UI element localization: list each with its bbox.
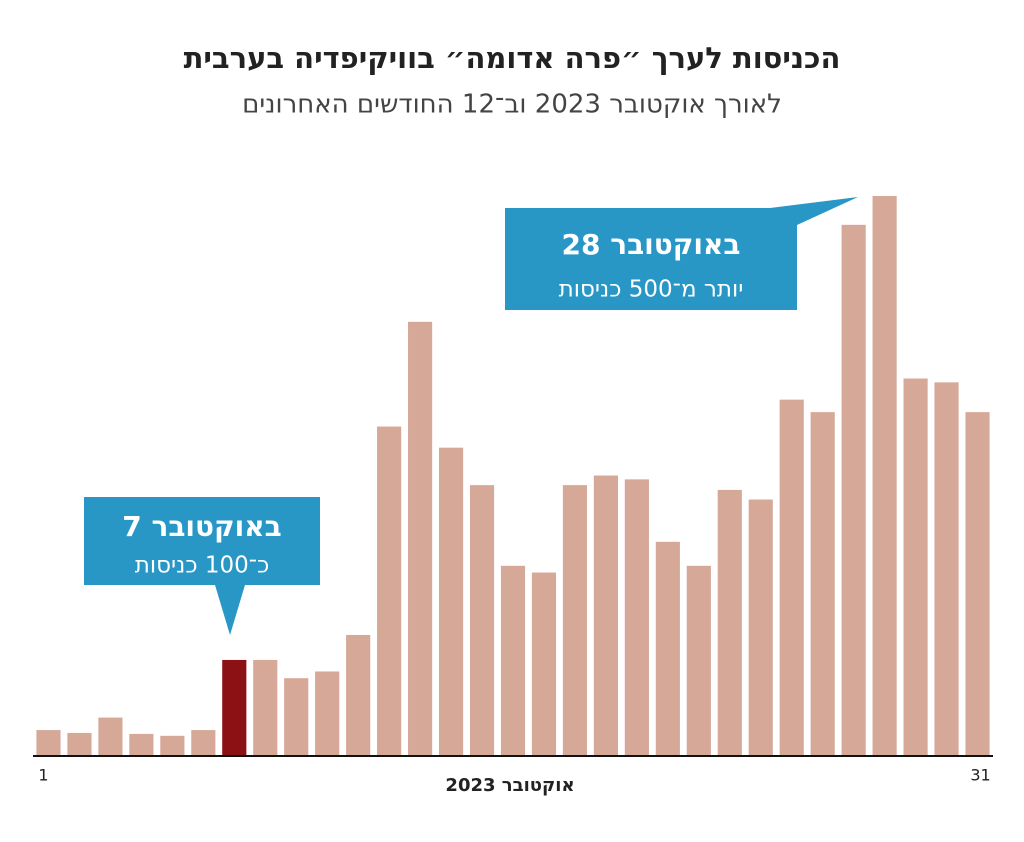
bar [315,671,340,756]
bar [67,732,92,756]
bar [748,499,773,756]
bar [717,489,742,756]
bar [934,382,959,756]
chart-title: הכניסות לערך ״פרה אדומה״ בוויקיפדיה בערב… [184,41,841,75]
callout: 28 באוקטובר יותר מ־500 כניסות [505,197,858,310]
callout-title: 28 באוקטובר [562,228,741,261]
callout-text: יותר מ־500 כניסות [559,277,744,303]
x-tick-label: 31 [970,766,990,785]
callout-box [84,497,320,635]
bar [779,399,804,756]
x-tick-label: 1 [38,766,48,785]
callout: 7 באוקטובר כ־100 כניסות [84,497,320,635]
bar [98,717,123,756]
callout-title: 7 באוקטובר [122,510,282,543]
bar [469,485,495,756]
bar [500,565,526,756]
bar [903,378,928,756]
chart-subtitle: לאורך אוקטובר 2023 וב־12 החודשים האחרוני… [242,90,782,120]
bar [438,447,464,756]
bar [624,479,649,756]
bar [531,572,557,756]
bar [593,475,618,756]
bar [284,678,309,756]
callout-box [505,197,858,310]
bar [562,485,588,756]
bar [346,634,371,756]
bar [686,565,711,756]
bar [191,730,216,756]
bar [841,224,866,756]
bars [36,196,990,756]
bar [965,412,990,756]
bar [160,735,185,756]
bar [129,733,154,756]
bar [36,730,61,756]
bar [222,659,247,756]
bar [377,426,402,756]
bar [655,541,680,756]
bar [253,659,278,756]
bar [872,196,897,756]
bar [810,412,835,756]
x-axis-title: אוקטובר 2023 [445,775,574,796]
bar [408,321,433,756]
callout-text: כ־100 כניסות [135,553,270,579]
